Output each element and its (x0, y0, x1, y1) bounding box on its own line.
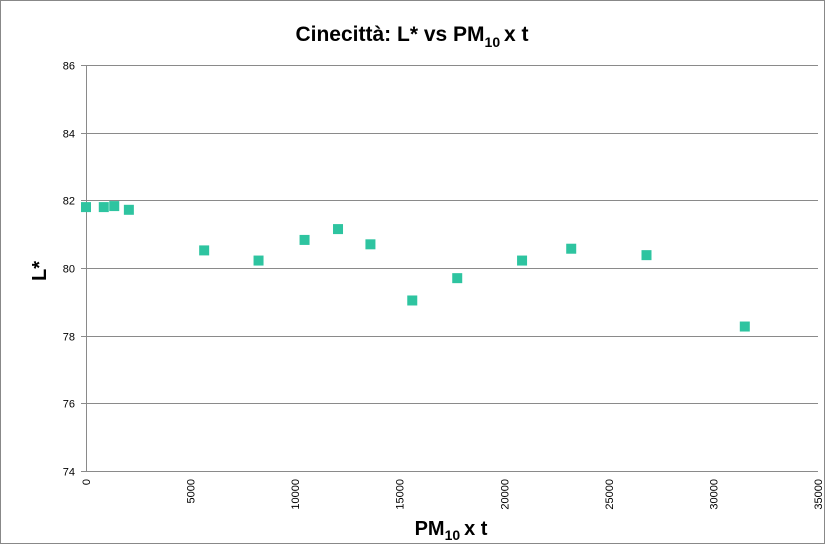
data-points (81, 201, 750, 332)
x-tick-labels: 0 5000 10000 15000 20000 25000 30000 35000 (81, 479, 825, 510)
y-tick-label: 82 (63, 196, 75, 208)
x-tick-label: 20000 (499, 479, 511, 510)
x-axis-label: PM10 x t (415, 518, 488, 543)
y-tick-label: 86 (63, 61, 75, 73)
gridlines (86, 65, 818, 404)
y-tick-label: 78 (63, 332, 75, 344)
data-point (299, 234, 310, 245)
data-point (365, 239, 376, 250)
data-point (333, 224, 344, 235)
y-tick-label: 76 (63, 399, 75, 411)
chart-title: Cinecittà: L* vs PM10 x t (295, 23, 528, 50)
data-point (739, 321, 750, 332)
data-point (81, 202, 91, 213)
x-tick-label: 5000 (186, 479, 198, 503)
x-tick-label: 0 (81, 479, 93, 485)
data-point (517, 255, 528, 266)
data-point (98, 202, 109, 213)
data-point (407, 295, 418, 306)
y-tick-labels: 74 76 78 80 82 84 86 (63, 61, 75, 479)
data-point (123, 204, 134, 215)
data-point (199, 245, 210, 256)
x-tick-label: 10000 (290, 479, 302, 510)
y-tick-label: 84 (63, 129, 75, 141)
x-tick-label: 30000 (708, 479, 720, 510)
x-tick-label: 25000 (604, 479, 616, 510)
data-point (109, 201, 120, 212)
x-tick-label: 15000 (395, 479, 407, 510)
y-tick-label: 74 (63, 467, 75, 479)
x-tick-label: 35000 (813, 479, 825, 510)
data-point (566, 243, 577, 254)
data-point (253, 255, 264, 266)
axes (81, 65, 818, 472)
data-point (452, 273, 463, 284)
y-axis-label: L* (29, 261, 51, 281)
y-tick-label: 80 (63, 264, 75, 276)
data-point (641, 250, 652, 261)
